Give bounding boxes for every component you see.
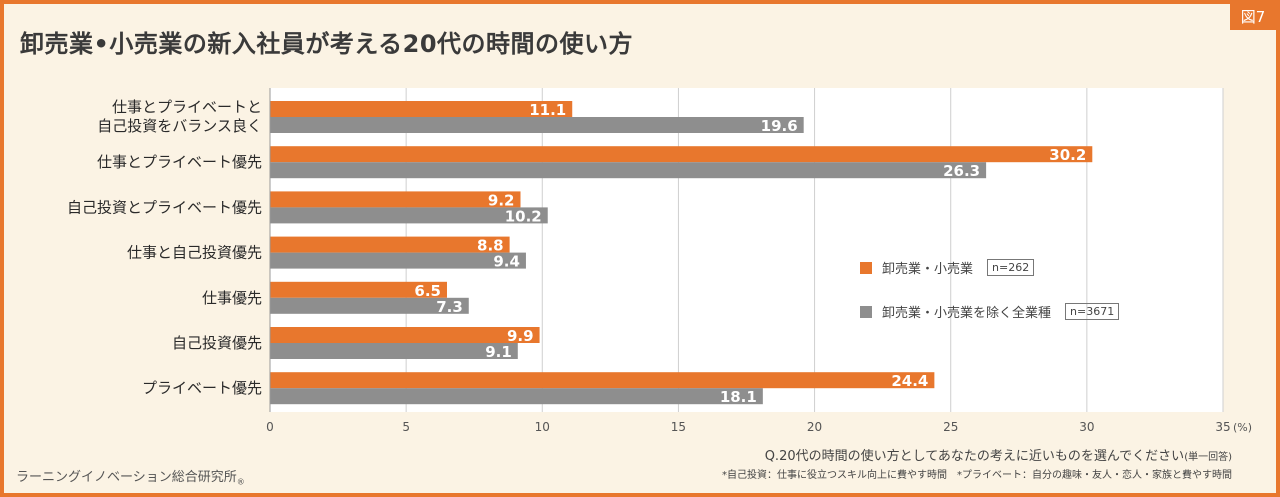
data-label: 9.2 [488,191,515,209]
x-tick-label: 10 [535,420,550,434]
bar [270,162,987,179]
bar [270,101,573,117]
data-label: 8.8 [477,237,504,255]
survey-question: Q.20代の時間の使い方としてあなたの考えに近いものを選んでください(単一回答) [765,445,1232,464]
legend-item-all-industries: 卸売業・小売業を除く全業種 n=3671 [860,302,1120,321]
x-unit-label: (%) [1233,421,1252,434]
chart-title: 卸売業•小売業の新入社員が考える20代の時間の使い方 [20,30,634,58]
legend-label: 卸売業・小売業を除く全業種 [882,306,1052,321]
bar [270,343,518,359]
legend-n-badge: n=262 [987,259,1035,276]
bar [270,297,469,314]
question-text: Q.20代の時間の使い方としてあなたの考えに近いものを選んでください [764,449,1185,464]
x-tick-label: 15 [671,420,686,434]
legend-n-badge: n=3671 [1065,303,1120,320]
bar [270,281,447,298]
category-label: 仕事とプライベート優先 [97,153,262,171]
source-text: ラーニングイノベーション総合研究所 [16,470,237,485]
bar [270,191,521,208]
category-label: 仕事とプライベートと [112,98,262,116]
bar [270,372,935,389]
data-label: 6.5 [414,282,441,300]
bar [270,207,548,224]
data-label: 11.1 [529,101,566,119]
question-note: (単一回答) [1184,452,1232,463]
bar [270,252,526,269]
data-label: 30.2 [1049,146,1086,164]
category-label: 仕事と自己投資優先 [127,244,262,262]
data-label: 9.1 [485,343,512,361]
bar [270,236,510,253]
x-tick-label: 35 [1215,420,1230,434]
legend-swatch-orange [860,261,872,274]
bar [270,327,540,343]
bar [270,146,1093,163]
x-tick-label: 5 [402,420,410,434]
data-label: 26.3 [943,162,980,180]
legend-label: 卸売業・小売業 [882,262,974,277]
category-label: 自己投資とプライベート優先 [67,198,262,216]
category-label: 自己投資をバランス良く [97,117,262,135]
category-label: プライベート優先 [142,379,262,397]
legend-item-wholesale-retail: 卸売業・小売業 n=262 [860,258,1035,277]
x-tick-label: 20 [807,420,822,434]
bar [270,117,804,133]
category-label: 自己投資優先 [172,334,262,352]
data-label: 9.4 [493,253,520,271]
source-credit: ラーニングイノベーション総合研究所® [16,466,245,487]
data-label: 24.4 [891,372,928,390]
figure-badge: 図7 [1230,4,1276,30]
x-tick-label: 25 [943,420,958,434]
data-label: 9.9 [507,327,534,345]
category-label: 仕事優先 [202,289,262,307]
bar [270,388,763,405]
data-label: 19.6 [761,117,798,135]
data-label: 7.3 [436,298,463,316]
x-tick-label: 30 [1079,420,1094,434]
x-tick-label: 0 [266,420,274,434]
footnote: *自己投資：仕事に役立つスキル向上に費やす時間 *プライベート：自分の趣味・友人… [722,470,1232,481]
data-label: 18.1 [720,388,757,406]
legend-swatch-gray [860,305,872,318]
registered-mark: ® [236,477,245,487]
data-label: 10.2 [505,207,542,225]
